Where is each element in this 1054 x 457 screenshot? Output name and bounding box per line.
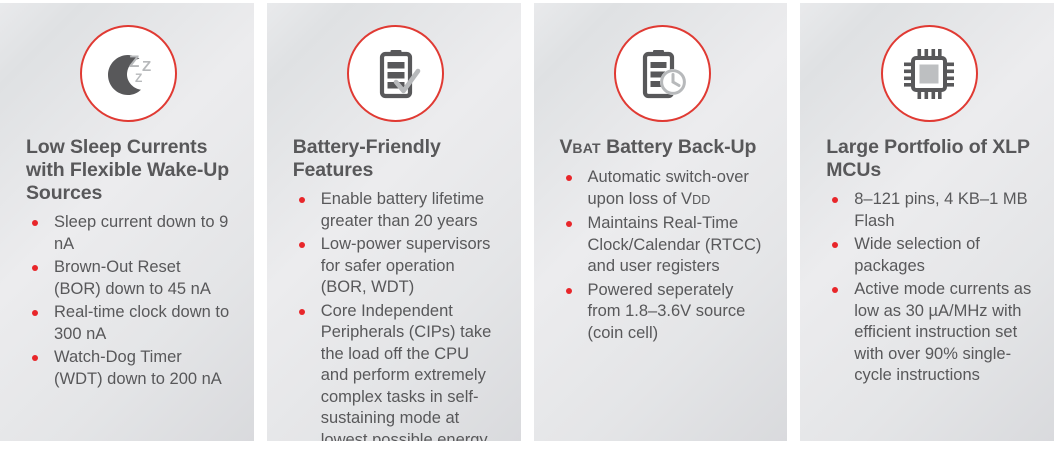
bullet-dot-icon xyxy=(32,220,38,226)
list-item-label: Automatic switch-over upon loss of V xyxy=(587,168,749,208)
list-item: Brown-Out Reset (BOR) down to 45 nA xyxy=(30,257,232,300)
svg-text:Z: Z xyxy=(129,52,139,71)
list-item-label: Maintains Real-Time Clock/Calendar (RTCC… xyxy=(587,214,762,275)
battery-check-icon xyxy=(366,44,426,104)
list-item: Powered seperately from 1.8–3.6V source … xyxy=(564,280,766,345)
icon-badge: Z Z Z xyxy=(80,25,178,122)
card-title-subscript: BAT xyxy=(572,140,601,156)
battery-clock-icon xyxy=(632,44,692,104)
list-item: Real-time clock down to 300 nA xyxy=(30,302,232,345)
bullet-dot-icon xyxy=(565,175,572,181)
list-item-label: Core Independent Peripherals (CIPs) take… xyxy=(320,301,492,442)
svg-text:Z: Z xyxy=(135,71,142,85)
list-item-label: Brown-Out Reset (BOR) down to 45 nA xyxy=(54,258,211,298)
card-title-prefix: V xyxy=(559,136,573,158)
microchip-icon xyxy=(900,45,958,103)
card-title: VBAT Battery Back-Up xyxy=(560,136,766,160)
bullet-dot-icon xyxy=(832,197,839,203)
card-title: Low Sleep Currents with Flexible Wake-Up… xyxy=(26,136,230,204)
bullet-dot-icon xyxy=(298,242,305,248)
icon-badge-wrap xyxy=(560,25,766,122)
bullet-dot-icon xyxy=(832,287,839,293)
list-item-label: Wide selection of packages xyxy=(854,235,980,275)
card-title: Large Portfolio of XLP MCUs xyxy=(826,136,1030,181)
list-item-subscript: DD xyxy=(692,192,711,207)
feature-bullet-list: 8–121 pins, 4 KB–1 MB Flash Wide selecti… xyxy=(826,189,1032,387)
bullet-dot-icon xyxy=(565,221,572,227)
list-item: Low-power supervisors for safer operatio… xyxy=(297,234,499,299)
icon-badge xyxy=(880,25,978,122)
card-title-main: Battery Back-Up xyxy=(600,136,757,158)
list-item-label: 8–121 pins, 4 KB–1 MB Flash xyxy=(854,190,1028,230)
bullet-dot-icon xyxy=(32,355,38,361)
list-item-label: Sleep current down to 9 nA xyxy=(54,213,229,253)
bullet-dot-icon xyxy=(565,287,572,294)
feature-bullet-list: Automatic switch-over upon loss of VDD M… xyxy=(560,167,766,344)
list-item-label: Watch-Dog Timer (WDT) down to 200 nA xyxy=(54,348,222,388)
feature-bullet-list: Sleep current down to 9 nA Brown-Out Res… xyxy=(26,212,232,390)
list-item: Maintains Real-Time Clock/Calendar (RTCC… xyxy=(564,213,766,278)
card-low-sleep-currents: Z Z Z Low Sleep Currents with Flexible W… xyxy=(0,3,254,441)
list-item: Sleep current down to 9 nA xyxy=(30,212,232,255)
svg-text:Z: Z xyxy=(142,58,151,75)
list-item-label: Enable battery lifetime greater than 20 … xyxy=(320,190,485,230)
list-item: 8–121 pins, 4 KB–1 MB Flash xyxy=(830,189,1032,232)
icon-badge-wrap xyxy=(293,25,499,122)
bullet-dot-icon xyxy=(832,242,839,248)
list-item-label: Active mode currents as low as 30 µA/MHz… xyxy=(854,280,1032,384)
icon-badge xyxy=(347,25,445,122)
card-battery-friendly-features: Battery-Friendly Features Enable battery… xyxy=(266,3,521,441)
icon-badge-wrap xyxy=(826,25,1032,122)
feature-bullet-list: Enable battery lifetime greater than 20 … xyxy=(293,189,499,441)
bullet-dot-icon xyxy=(32,310,38,316)
list-item: Active mode currents as low as 30 µA/MHz… xyxy=(830,279,1032,387)
bullet-dot-icon xyxy=(32,265,38,271)
moon-zzz-icon: Z Z Z xyxy=(98,45,160,103)
list-item: Core Independent Peripherals (CIPs) take… xyxy=(297,301,499,442)
icon-badge xyxy=(613,25,711,122)
list-item-label: Low-power supervisors for safer operatio… xyxy=(320,235,491,296)
card-vbat-battery-backup: VBAT Battery Back-Up Automatic switch-ov… xyxy=(533,3,788,441)
list-item: Wide selection of packages xyxy=(830,234,1032,277)
list-item: Watch-Dog Timer (WDT) down to 200 nA xyxy=(30,347,232,390)
bullet-dot-icon xyxy=(298,197,305,203)
list-item: Automatic switch-over upon loss of VDD xyxy=(564,167,766,211)
card-title: Battery-Friendly Features xyxy=(292,136,441,181)
list-item-label: Powered seperately from 1.8–3.6V source … xyxy=(587,280,746,342)
list-item-label: Real-time clock down to 300 nA xyxy=(54,303,230,343)
icon-badge-wrap: Z Z Z xyxy=(26,25,232,122)
bullet-dot-icon xyxy=(298,308,305,315)
list-item: Enable battery lifetime greater than 20 … xyxy=(297,189,499,232)
card-large-portfolio-xlp-mcus: Large Portfolio of XLP MCUs 8–121 pins, … xyxy=(800,3,1054,441)
